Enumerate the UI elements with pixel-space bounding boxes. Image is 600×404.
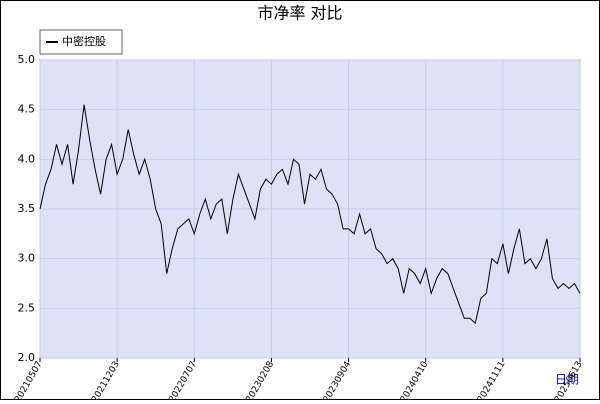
legend-label: 中密控股 [62,34,106,48]
y-tick-label: 3.5 [18,202,36,215]
x-axis-label: 日期 [555,373,579,387]
y-tick-label: 2.0 [18,351,36,364]
y-tick-label: 3.0 [18,252,36,265]
y-tick-label: 2.5 [18,301,36,314]
y-tick-label: 4.0 [18,152,36,165]
chart-title: 市净率 对比 [257,4,342,23]
y-tick-label: 5.0 [18,53,36,66]
line-series [39,104,581,325]
y-tick-label: 4.5 [18,103,36,116]
